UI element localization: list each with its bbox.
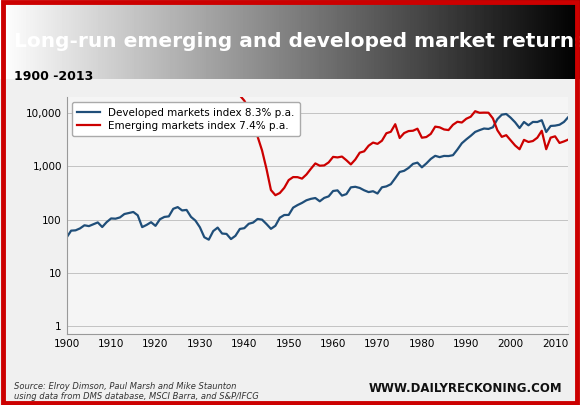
Developed markets index 8.3% p.a. [392, 176, 398, 181]
Emerging markets index 7.4% p.a. [565, 137, 572, 142]
Developed markets index 8.3% p.a. [450, 153, 456, 158]
Text: Source: Elroy Dimson, Paul Marsh and Mike Staunton
using data from DMS database,: Source: Elroy Dimson, Paul Marsh and Mik… [14, 382, 259, 401]
Text: Long-run emerging and developed market returns: Long-run emerging and developed market r… [14, 32, 580, 51]
Emerging markets index 7.4% p.a. [121, 37, 128, 42]
Legend: Developed markets index 8.3% p.a., Emerging markets index 7.4% p.a.: Developed markets index 8.3% p.a., Emerg… [72, 102, 300, 136]
Emerging markets index 7.4% p.a. [272, 193, 279, 198]
Developed markets index 8.3% p.a. [121, 211, 128, 216]
Text: 1900 -2013: 1900 -2013 [14, 70, 94, 83]
Developed markets index 8.3% p.a. [63, 235, 70, 240]
Emerging markets index 7.4% p.a. [396, 136, 403, 141]
Line: Developed markets index 8.3% p.a.: Developed markets index 8.3% p.a. [67, 114, 568, 240]
Developed markets index 8.3% p.a. [503, 111, 510, 116]
Developed markets index 8.3% p.a. [210, 229, 217, 234]
Developed markets index 8.3% p.a. [205, 237, 212, 242]
Emerging markets index 7.4% p.a. [205, 81, 212, 85]
Developed markets index 8.3% p.a. [565, 115, 572, 119]
Emerging markets index 7.4% p.a. [210, 73, 217, 78]
Developed markets index 8.3% p.a. [201, 235, 208, 240]
Emerging markets index 7.4% p.a. [454, 119, 461, 124]
Text: WWW.DAILYRECKONING.COM: WWW.DAILYRECKONING.COM [369, 382, 563, 395]
Emerging markets index 7.4% p.a. [63, 72, 70, 77]
Line: Emerging markets index 7.4% p.a.: Emerging markets index 7.4% p.a. [67, 39, 568, 195]
Emerging markets index 7.4% p.a. [263, 166, 270, 171]
Emerging markets index 7.4% p.a. [125, 45, 132, 50]
Developed markets index 8.3% p.a. [263, 222, 270, 226]
